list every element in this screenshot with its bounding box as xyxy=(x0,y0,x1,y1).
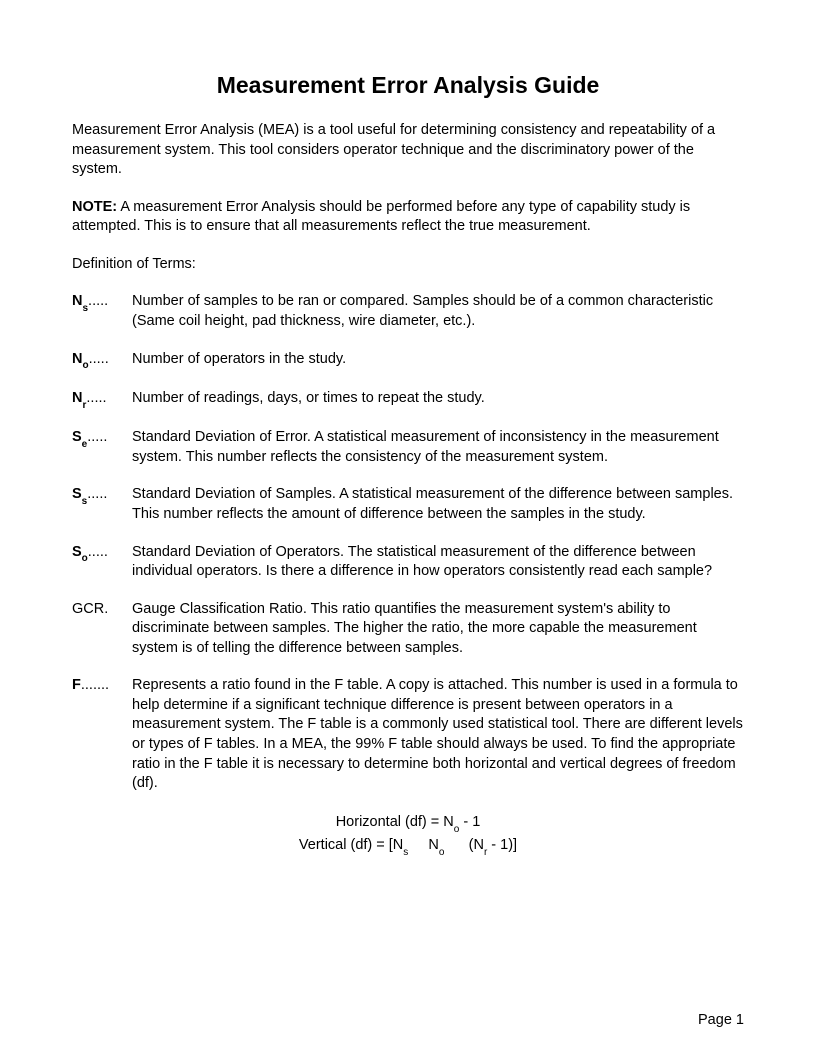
term-label: So..... xyxy=(72,543,132,582)
term-row: Se..... Standard Deviation of Error. A s… xyxy=(72,428,744,467)
term-desc: Gauge Classification Ratio. This ratio q… xyxy=(132,600,744,659)
formula-horizontal: Horizontal (df) = No - 1 xyxy=(72,812,744,835)
term-label: GCR. xyxy=(72,600,132,659)
term-row: Ss..... Standard Deviation of Samples. A… xyxy=(72,485,744,524)
term-row: Ns..... Number of samples to be ran or c… xyxy=(72,292,744,331)
term-row: F....... Represents a ratio found in the… xyxy=(72,676,744,793)
term-row: No..... Number of operators in the study… xyxy=(72,350,744,371)
note-paragraph: NOTE: A measurement Error Analysis shoul… xyxy=(72,198,744,237)
term-desc: Standard Deviation of Error. A statistic… xyxy=(132,428,744,467)
page-title: Measurement Error Analysis Guide xyxy=(72,72,744,99)
term-desc: Standard Deviation of Operators. The sta… xyxy=(132,543,744,582)
term-row: GCR. Gauge Classification Ratio. This ra… xyxy=(72,600,744,659)
term-label: Se..... xyxy=(72,428,132,467)
definitions-header: Definition of Terms: xyxy=(72,255,744,275)
term-desc: Number of samples to be ran or compared.… xyxy=(132,292,744,331)
term-desc: Number of operators in the study. xyxy=(132,350,744,371)
note-text: A measurement Error Analysis should be p… xyxy=(72,199,690,235)
term-row: So..... Standard Deviation of Operators.… xyxy=(72,543,744,582)
intro-paragraph: Measurement Error Analysis (MEA) is a to… xyxy=(72,121,744,180)
page-number: Page 1 xyxy=(698,1012,744,1028)
note-label: NOTE: xyxy=(72,199,117,215)
term-row: Nr..... Number of readings, days, or tim… xyxy=(72,389,744,410)
term-label: Ns..... xyxy=(72,292,132,331)
term-desc: Represents a ratio found in the F table.… xyxy=(132,676,744,793)
formula-vertical: Vertical (df) = [Ns No (Nr - 1)] xyxy=(72,835,744,858)
term-label: Nr..... xyxy=(72,389,132,410)
term-desc: Standard Deviation of Samples. A statist… xyxy=(132,485,744,524)
term-label: No..... xyxy=(72,350,132,371)
term-desc: Number of readings, days, or times to re… xyxy=(132,389,744,410)
term-label: F....... xyxy=(72,676,132,793)
term-label: Ss..... xyxy=(72,485,132,524)
formulas-block: Horizontal (df) = No - 1 Vertical (df) =… xyxy=(72,812,744,858)
